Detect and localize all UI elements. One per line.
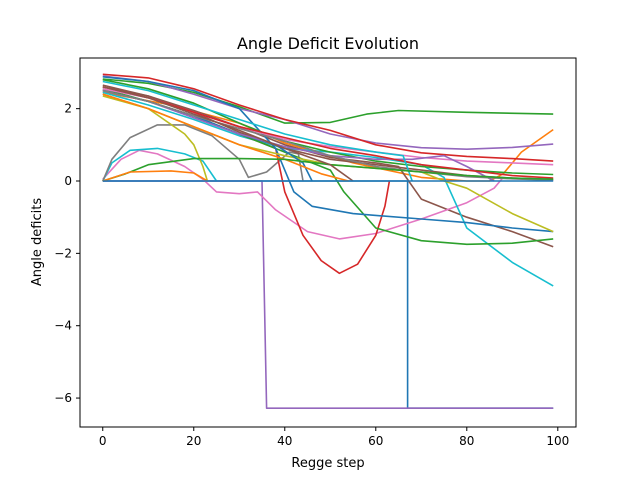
series-line-8 [102,149,504,240]
y-tick-label: −4 [54,319,72,333]
series-line-10 [102,124,304,182]
series-line-15 [102,76,554,233]
x-tick-label: 100 [546,434,569,448]
plot-frame [79,57,577,428]
series-line-20 [102,78,554,176]
series-line-9 [102,147,218,182]
y-axis-label: Angle deficits [30,198,45,286]
x-axis-label: Regge step [291,456,364,471]
series-line-27 [102,170,208,182]
x-tick-label: 0 [99,434,107,448]
y-tick-label: −6 [54,391,72,405]
series-line-4 [102,91,554,182]
series-line-5 [102,75,554,150]
x-axis: 0 20 40 60 80 100 [99,427,569,448]
y-tick-label: 2 [64,102,72,116]
x-tick-label: 40 [277,434,292,448]
series-line-12 [102,91,554,287]
series-line-6 [102,73,554,162]
series-line-26 [102,157,554,182]
x-tick-label: 80 [459,434,474,448]
x-tick-label: 60 [368,434,383,448]
series-layer [102,73,554,409]
y-axis: −6 −4 −2 0 2 [54,102,80,405]
y-tick-label: 0 [64,174,72,188]
series-line-18 [102,93,349,182]
series-line-28 [102,86,354,182]
y-tick-label: −2 [54,246,72,260]
series-line-23 [102,86,554,179]
x-tick-label: 20 [186,434,201,448]
series-line-25 [102,80,413,182]
chart-title: Angle Deficit Evolution [237,34,419,53]
series-line-7 [102,86,554,248]
series-line-24 [102,89,554,182]
